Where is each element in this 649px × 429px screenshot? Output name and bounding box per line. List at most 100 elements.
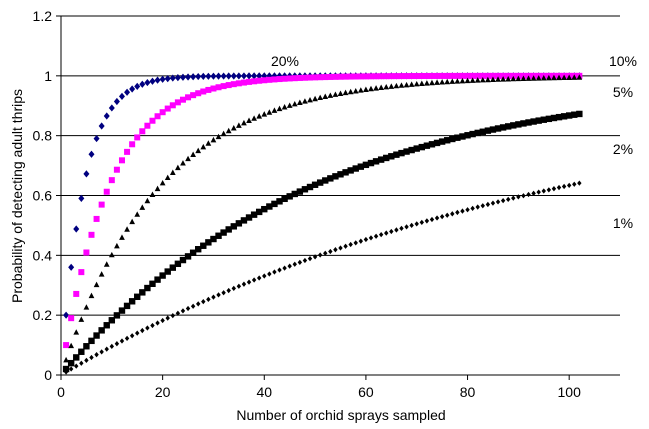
data-point bbox=[149, 77, 156, 85]
data-point bbox=[124, 226, 130, 232]
data-point bbox=[465, 207, 470, 213]
data-point bbox=[94, 352, 99, 358]
data-point bbox=[114, 242, 120, 249]
data-point bbox=[505, 72, 512, 79]
data-point bbox=[403, 81, 410, 88]
data-point bbox=[124, 88, 131, 96]
x-tick-label: 80 bbox=[460, 384, 476, 400]
data-point bbox=[108, 177, 115, 184]
data-point bbox=[510, 122, 517, 129]
data-point bbox=[210, 235, 217, 243]
data-point bbox=[322, 177, 329, 184]
data-point bbox=[245, 214, 253, 221]
data-point bbox=[220, 229, 227, 236]
data-point bbox=[484, 72, 491, 79]
data-point bbox=[394, 227, 399, 233]
data-point bbox=[134, 134, 141, 141]
data-point bbox=[490, 76, 496, 82]
data-point bbox=[124, 335, 130, 341]
data-point bbox=[145, 325, 150, 331]
data-point bbox=[368, 235, 374, 241]
data-point bbox=[444, 72, 451, 79]
data-point bbox=[439, 79, 445, 85]
data-point bbox=[337, 90, 344, 96]
data-point bbox=[246, 78, 253, 85]
series-1pct bbox=[63, 180, 582, 375]
data-point bbox=[281, 104, 288, 110]
data-point bbox=[255, 208, 263, 216]
data-point bbox=[459, 133, 466, 140]
data-point bbox=[530, 118, 537, 125]
data-point bbox=[103, 112, 110, 120]
data-point bbox=[129, 141, 136, 148]
data-point bbox=[154, 113, 161, 120]
data-point bbox=[73, 290, 80, 297]
data-point bbox=[495, 76, 501, 82]
data-point bbox=[413, 73, 420, 80]
data-point bbox=[485, 76, 491, 83]
data-point bbox=[180, 160, 186, 166]
data-point bbox=[240, 72, 247, 80]
data-point bbox=[113, 166, 120, 173]
data-point bbox=[352, 165, 359, 172]
data-point bbox=[83, 304, 90, 310]
data-point bbox=[119, 234, 125, 240]
data-point bbox=[108, 317, 116, 324]
data-point bbox=[475, 204, 480, 210]
data-point bbox=[236, 122, 242, 128]
data-point bbox=[362, 73, 369, 80]
data-point bbox=[495, 199, 501, 205]
data-point bbox=[520, 120, 527, 127]
data-point bbox=[347, 167, 354, 174]
data-point bbox=[455, 209, 460, 216]
data-point bbox=[307, 96, 313, 103]
data-point bbox=[63, 369, 69, 375]
data-point bbox=[226, 287, 231, 294]
data-point bbox=[499, 124, 507, 131]
data-point bbox=[516, 194, 521, 200]
data-point bbox=[215, 133, 222, 140]
data-point bbox=[352, 87, 359, 94]
data-point bbox=[256, 113, 263, 119]
data-point bbox=[262, 273, 267, 279]
data-point bbox=[469, 130, 476, 138]
data-point bbox=[323, 250, 328, 256]
data-point bbox=[225, 72, 232, 80]
data-point bbox=[190, 73, 197, 81]
data-point bbox=[301, 186, 309, 193]
data-point bbox=[210, 85, 217, 92]
data-point bbox=[342, 73, 349, 80]
data-point bbox=[551, 186, 557, 192]
data-point bbox=[358, 238, 364, 244]
data-point bbox=[500, 72, 507, 79]
data-point bbox=[357, 163, 365, 170]
data-point bbox=[68, 315, 75, 322]
data-point bbox=[104, 346, 109, 352]
data-point bbox=[357, 87, 364, 93]
data-point bbox=[332, 73, 339, 80]
data-point bbox=[200, 72, 207, 81]
data-point bbox=[337, 171, 344, 178]
data-point bbox=[205, 72, 212, 80]
data-point bbox=[281, 75, 288, 82]
data-point bbox=[373, 233, 379, 239]
y-tick-label: 1.2 bbox=[33, 8, 53, 24]
data-point bbox=[139, 289, 146, 296]
data-point bbox=[256, 72, 263, 80]
data-point bbox=[474, 77, 481, 83]
data-point bbox=[301, 74, 308, 81]
data-point bbox=[306, 183, 314, 191]
data-point bbox=[525, 75, 532, 81]
data-point bbox=[246, 72, 253, 80]
data-point bbox=[230, 125, 237, 131]
data-point bbox=[556, 184, 562, 191]
data-point bbox=[246, 117, 252, 124]
data-point bbox=[393, 151, 400, 158]
series-10pct bbox=[63, 72, 583, 349]
data-point bbox=[556, 74, 562, 81]
data-point bbox=[327, 73, 334, 80]
data-point bbox=[439, 213, 445, 220]
data-point bbox=[347, 88, 354, 95]
x-tick-label: 60 bbox=[358, 384, 374, 400]
data-point bbox=[169, 102, 176, 109]
